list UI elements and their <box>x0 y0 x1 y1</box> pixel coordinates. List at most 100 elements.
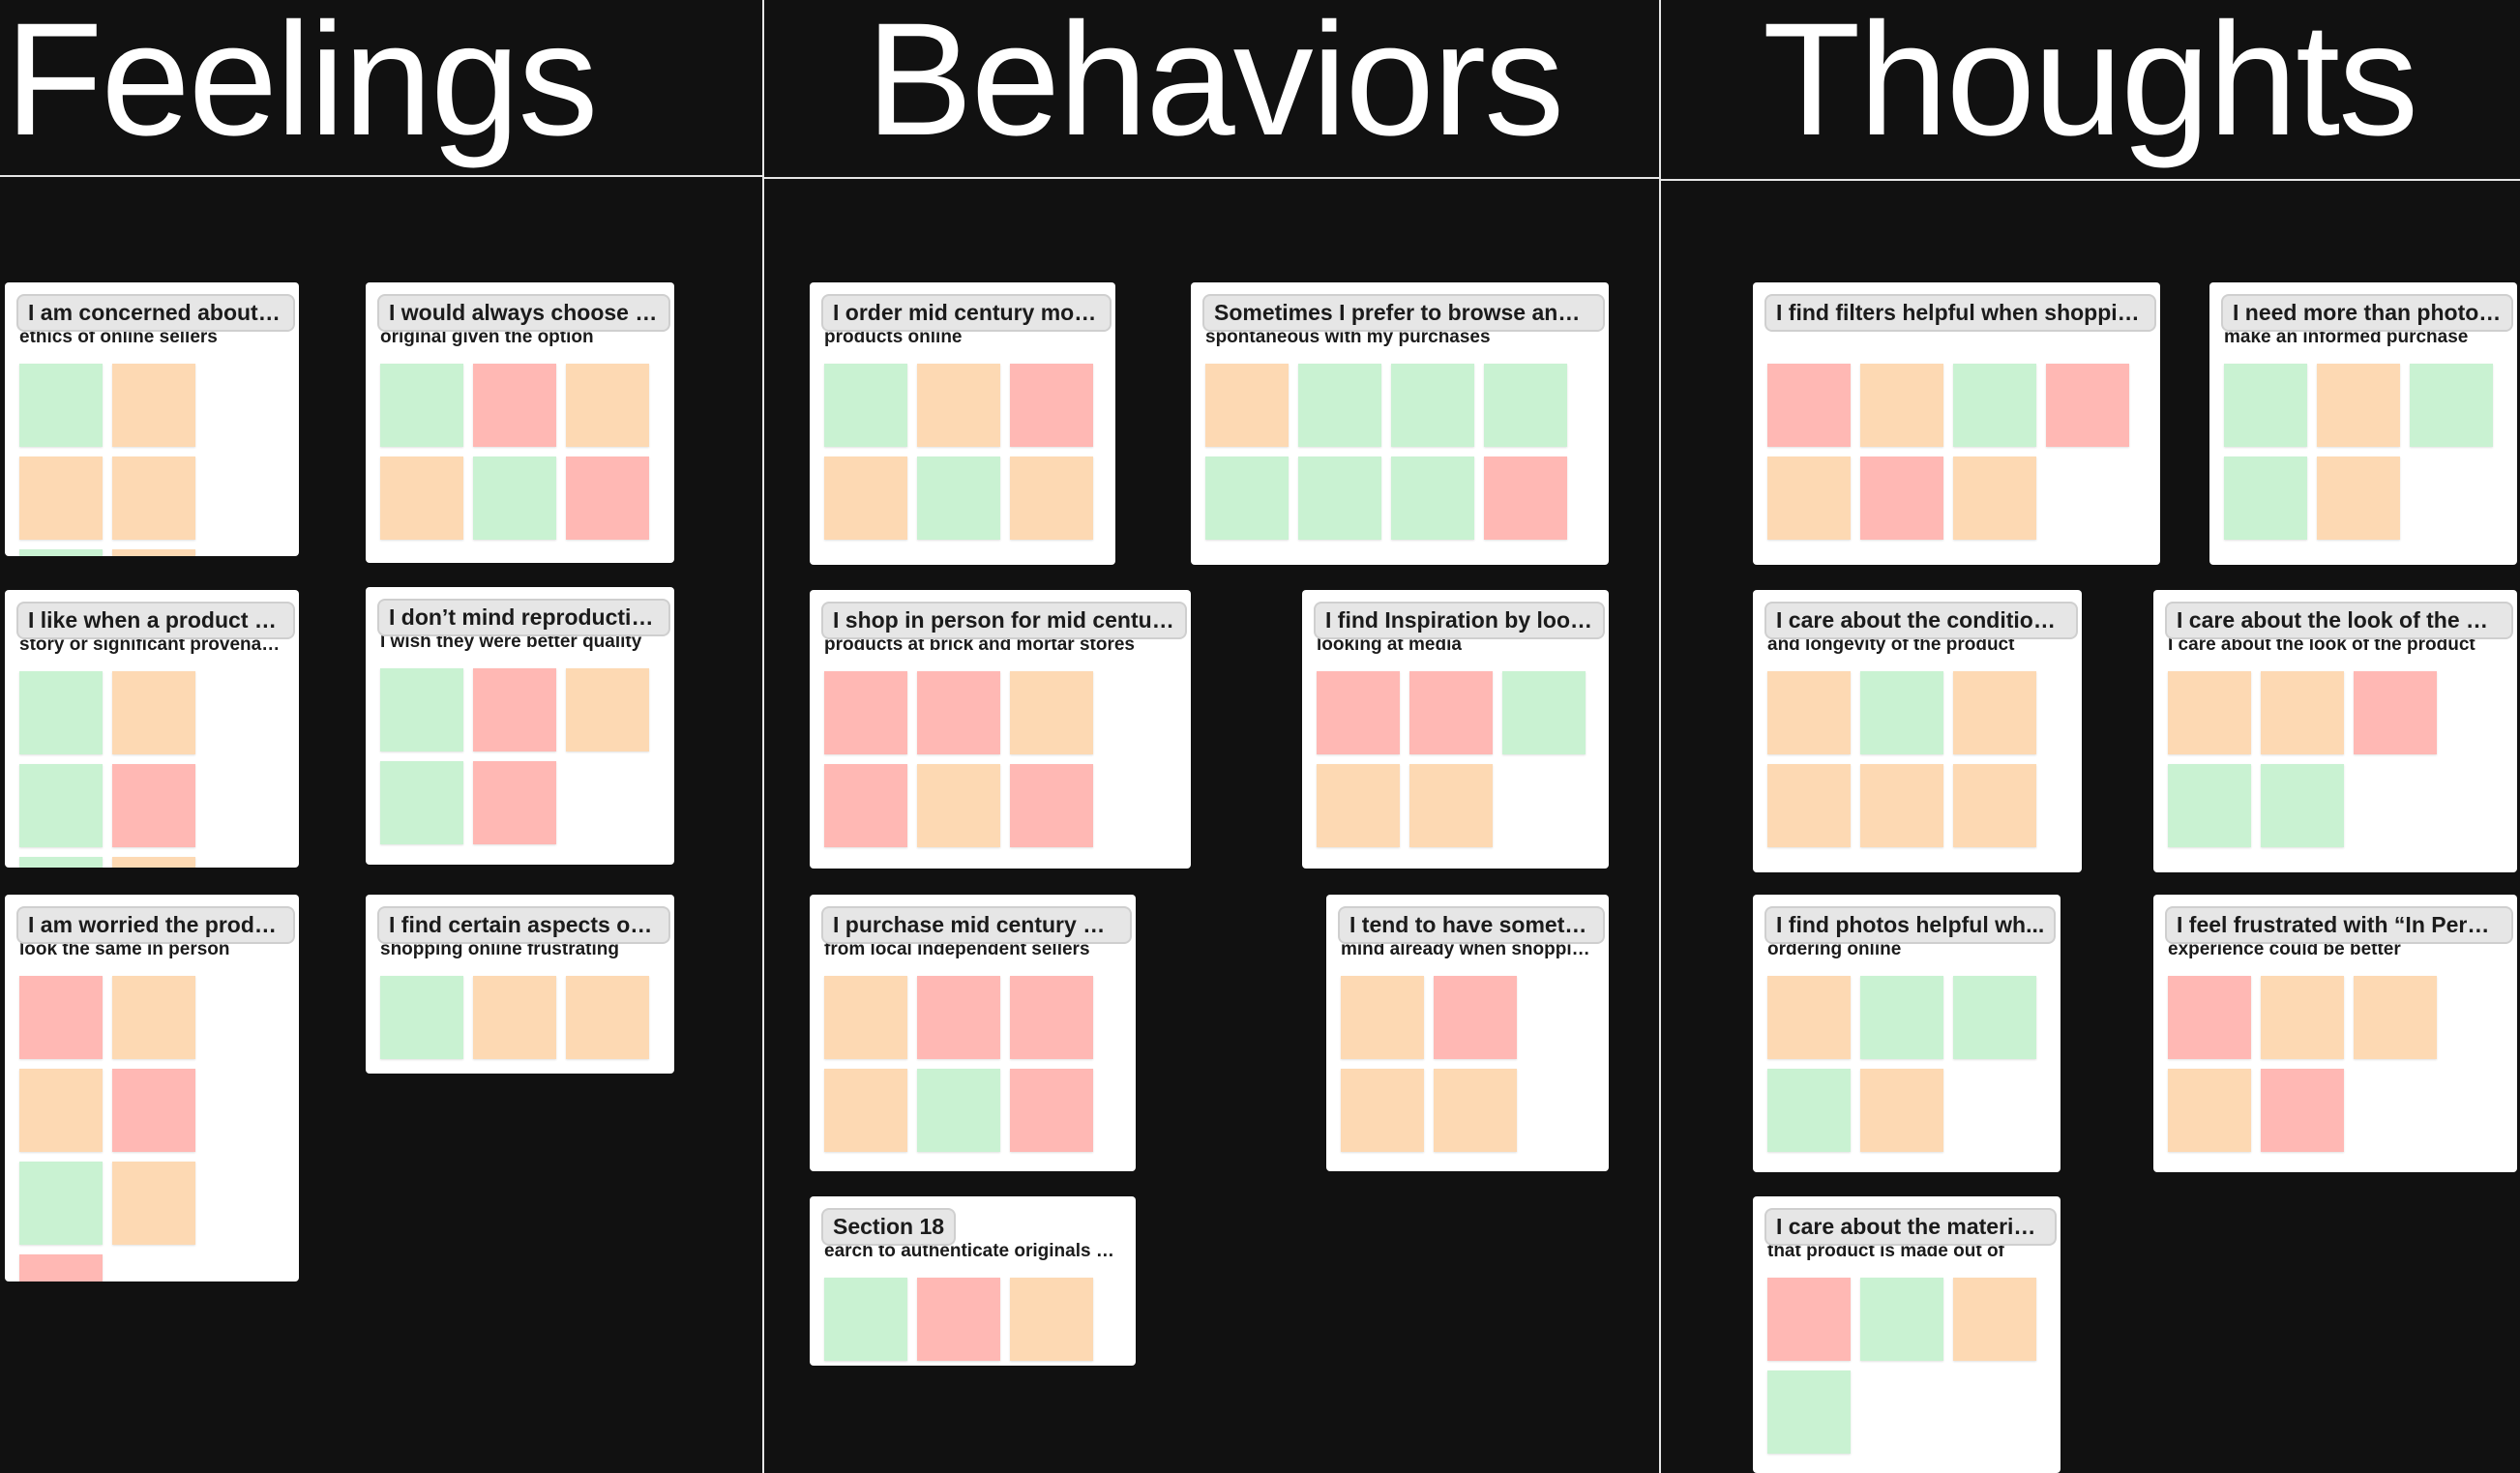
sticky-note[interactable] <box>1298 364 1381 447</box>
sticky-note[interactable] <box>1434 976 1517 1059</box>
section-title[interactable]: I care about the look of the pr... <box>2165 602 2513 639</box>
sticky-note[interactable] <box>19 1254 103 1282</box>
sticky-note[interactable] <box>19 764 103 847</box>
section-card[interactable]: I care about the condition ... and longev… <box>1753 590 2082 872</box>
section-title[interactable]: I feel frustrated with “In Perso... <box>2165 906 2513 944</box>
sticky-note[interactable] <box>19 671 103 754</box>
sticky-note[interactable] <box>2168 764 2251 847</box>
section-card[interactable]: I find certain aspects of ... shopping on… <box>366 895 674 1074</box>
sticky-note[interactable] <box>112 457 195 540</box>
sticky-note[interactable] <box>2168 671 2251 754</box>
section-title[interactable]: Section 18 <box>821 1208 957 1246</box>
sticky-note[interactable] <box>566 668 649 751</box>
sticky-note[interactable] <box>2261 1069 2344 1152</box>
sticky-note[interactable] <box>1391 457 1474 540</box>
sticky-note[interactable] <box>1317 764 1400 847</box>
sticky-note[interactable] <box>19 1162 103 1245</box>
sticky-note[interactable] <box>112 1069 195 1152</box>
sticky-note[interactable] <box>2354 976 2437 1059</box>
sticky-note[interactable] <box>2224 364 2307 447</box>
section-card[interactable]: I don’t mind reproductio... I wish they w… <box>366 587 674 865</box>
section-title[interactable]: I tend to have someth... <box>1338 906 1605 944</box>
sticky-note[interactable] <box>1767 1278 1851 1361</box>
sticky-note[interactable] <box>1860 364 1943 447</box>
sticky-note[interactable] <box>1767 1370 1851 1454</box>
sticky-note[interactable] <box>2168 976 2251 1059</box>
section-title[interactable]: Sometimes I prefer to browse and ... <box>1202 294 1605 332</box>
sticky-note[interactable] <box>566 364 649 447</box>
sticky-note[interactable] <box>112 764 195 847</box>
section-title[interactable]: I care about the condition ... <box>1764 602 2078 639</box>
sticky-note[interactable] <box>824 364 907 447</box>
sticky-note[interactable] <box>112 364 195 447</box>
sticky-note[interactable] <box>2317 457 2400 540</box>
sticky-note[interactable] <box>1502 671 1586 754</box>
section-title[interactable]: I am worried the produ... <box>16 906 295 944</box>
sticky-note[interactable] <box>1767 457 1851 540</box>
sticky-note[interactable] <box>917 1278 1000 1361</box>
section-title[interactable]: I order mid century mod... <box>821 294 1112 332</box>
sticky-note[interactable] <box>1484 457 1567 540</box>
sticky-note[interactable] <box>1860 1278 1943 1361</box>
sticky-note[interactable] <box>1341 1069 1424 1152</box>
section-card[interactable]: I feel frustrated with “In Perso... exper… <box>2153 895 2517 1172</box>
sticky-note[interactable] <box>1953 976 2036 1059</box>
sticky-note[interactable] <box>1953 671 2036 754</box>
sticky-note[interactable] <box>2317 364 2400 447</box>
sticky-note[interactable] <box>2354 671 2437 754</box>
sticky-note[interactable] <box>1767 976 1851 1059</box>
sticky-note[interactable] <box>917 457 1000 540</box>
sticky-note[interactable] <box>1010 671 1093 754</box>
sticky-note[interactable] <box>380 668 463 751</box>
section-card[interactable]: I shop in person for mid centur... produc… <box>810 590 1191 869</box>
sticky-note[interactable] <box>1953 364 2036 447</box>
sticky-note[interactable] <box>824 1278 907 1361</box>
sticky-note[interactable] <box>2261 671 2344 754</box>
section-card[interactable]: I am worried the produ... look the same i… <box>5 895 299 1282</box>
section-card[interactable]: I need more than photos... make an inform… <box>2209 282 2517 565</box>
section-title[interactable]: I would always choose a... <box>377 294 670 332</box>
sticky-note[interactable] <box>1767 1069 1851 1152</box>
section-title[interactable]: I care about the material... <box>1764 1208 2057 1246</box>
section-card[interactable]: I purchase mid century m... from local in… <box>810 895 1136 1171</box>
section-card[interactable]: I would always choose a... original given… <box>366 282 674 563</box>
sticky-note[interactable] <box>1317 671 1400 754</box>
section-card[interactable]: I find Inspiration by looki... looking at… <box>1302 590 1609 869</box>
sticky-note[interactable] <box>1767 364 1851 447</box>
sticky-note[interactable] <box>2168 1069 2251 1152</box>
sticky-note[interactable] <box>380 976 463 1059</box>
sticky-note[interactable] <box>1860 671 1943 754</box>
section-title[interactable]: I need more than photos... <box>2221 294 2513 332</box>
section-card[interactable]: I like when a product h... story or signi… <box>5 590 299 868</box>
sticky-note[interactable] <box>473 457 556 540</box>
sticky-note[interactable] <box>112 671 195 754</box>
sticky-note[interactable] <box>1409 671 1493 754</box>
sticky-note[interactable] <box>112 1162 195 1245</box>
sticky-note[interactable] <box>1434 1069 1517 1152</box>
sticky-note[interactable] <box>2261 976 2344 1059</box>
sticky-note[interactable] <box>917 1069 1000 1152</box>
sticky-note[interactable] <box>473 364 556 447</box>
sticky-note[interactable] <box>2224 457 2307 540</box>
sticky-note[interactable] <box>824 457 907 540</box>
section-card[interactable]: I am concerned about t... ethics of onlin… <box>5 282 299 556</box>
sticky-note[interactable] <box>19 364 103 447</box>
sticky-note[interactable] <box>1953 457 2036 540</box>
section-title[interactable]: I find filters helpful when shoppin... <box>1764 294 2156 332</box>
sticky-note[interactable] <box>19 1069 103 1152</box>
sticky-note[interactable] <box>1860 457 1943 540</box>
sticky-note[interactable] <box>1341 976 1424 1059</box>
sticky-note[interactable] <box>824 671 907 754</box>
section-card[interactable]: Section 18 earch to authenticate original… <box>810 1196 1136 1366</box>
sticky-note[interactable] <box>1010 1069 1093 1152</box>
sticky-note[interactable] <box>112 857 195 868</box>
sticky-note[interactable] <box>1953 764 2036 847</box>
sticky-note[interactable] <box>1391 364 1474 447</box>
sticky-note[interactable] <box>473 761 556 844</box>
sticky-note[interactable] <box>1205 364 1289 447</box>
sticky-note[interactable] <box>1010 976 1093 1059</box>
sticky-note[interactable] <box>112 549 195 556</box>
sticky-note[interactable] <box>1010 457 1093 540</box>
sticky-note[interactable] <box>824 1069 907 1152</box>
sticky-note[interactable] <box>917 976 1000 1059</box>
